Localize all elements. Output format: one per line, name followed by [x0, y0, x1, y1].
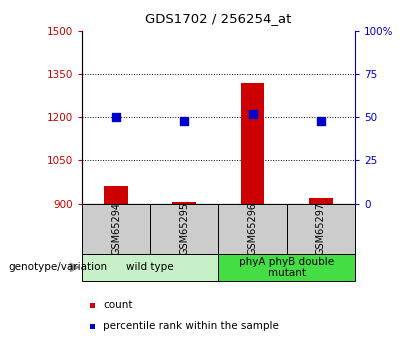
Bar [104, 186, 128, 204]
Text: percentile rank within the sample: percentile rank within the sample [103, 321, 279, 331]
Text: GSM65294: GSM65294 [111, 202, 121, 255]
Text: genotype/variation: genotype/variation [8, 263, 108, 272]
Text: GDS1702 / 256254_at: GDS1702 / 256254_at [145, 12, 291, 25]
Text: GSM65297: GSM65297 [316, 202, 326, 255]
Bar [286, 204, 355, 254]
Bar [82, 204, 150, 254]
Text: phyA phyB double
mutant: phyA phyB double mutant [239, 257, 334, 278]
Point [249, 111, 256, 117]
Bar [218, 204, 286, 254]
Bar [309, 198, 333, 204]
Bar [82, 254, 218, 281]
Text: GSM65295: GSM65295 [179, 202, 189, 255]
Bar [150, 204, 218, 254]
Point [318, 118, 324, 124]
Text: wild type: wild type [126, 263, 174, 272]
Point [181, 118, 188, 124]
Bar [241, 83, 265, 204]
Bar [218, 254, 355, 281]
Bar [172, 202, 196, 204]
Text: count: count [103, 300, 132, 310]
Polygon shape [71, 263, 79, 272]
Point [113, 115, 119, 120]
Text: GSM65296: GSM65296 [247, 202, 257, 255]
